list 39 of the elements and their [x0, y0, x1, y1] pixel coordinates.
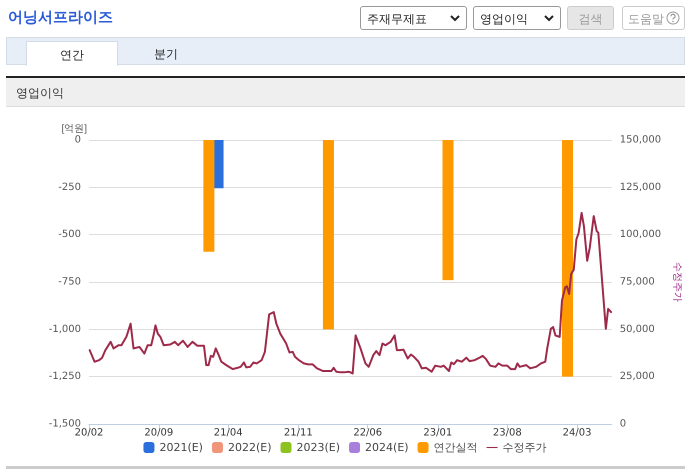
- x-tick-label: 21/11: [284, 428, 313, 438]
- y2-tick-label: 25,000: [620, 371, 655, 382]
- text: 주재무제표: [360, 6, 467, 30]
- y2-tick-label: 0: [620, 418, 626, 430]
- x-tick-label: 23/08: [492, 428, 522, 438]
- y2-tick-label: 50,000: [620, 324, 655, 335]
- text: 분기: [153, 46, 179, 63]
- y2-tick-label: 75,000: [620, 276, 655, 288]
- x-tick-label: 21/04: [214, 428, 243, 438]
- text: 검색: [567, 6, 614, 30]
- chart-subtitle: 영업이익: [6, 76, 685, 107]
- y2-axis-title: 수정주가: [672, 262, 682, 302]
- text: 연간: [26, 41, 118, 66]
- y-tick-label: -1,000: [48, 324, 81, 335]
- y-tick-label: -500: [58, 229, 81, 240]
- text: 영업이익: [473, 6, 561, 30]
- text: 도움말: [622, 6, 685, 30]
- x-tick-label: 22/06: [353, 428, 382, 438]
- line-series: [88, 212, 612, 374]
- y-axis-title: [억원]: [61, 124, 88, 134]
- y-tick-label: -750: [58, 276, 81, 288]
- x-tick-label: 23/01: [423, 428, 452, 438]
- y-tick-label: -1,500: [48, 418, 81, 430]
- legend-label: 2021(E): [159, 441, 203, 454]
- y-tick-label: -1,250: [48, 371, 81, 382]
- y2-tick-label: 100,000: [620, 229, 662, 240]
- legend-label: 2022(E): [228, 441, 272, 454]
- legend-label: 연간실적: [434, 441, 478, 454]
- y-tick-label: 0: [74, 134, 81, 146]
- legend-label: 수정주가: [502, 441, 547, 454]
- y2-tick-label: 125,000: [620, 182, 662, 193]
- x-tick-label: 20/09: [144, 428, 174, 438]
- y2-tick-label: 150,000: [620, 134, 662, 146]
- legend-label: 2023(E): [296, 441, 340, 454]
- legend-label: 2024(E): [365, 441, 409, 454]
- y-tick-label: -250: [58, 182, 81, 193]
- x-tick-label: 20/02: [74, 428, 104, 438]
- chart-title: 어닝서프라이즈: [8, 8, 113, 27]
- x-tick-label: 24/03: [562, 428, 592, 438]
